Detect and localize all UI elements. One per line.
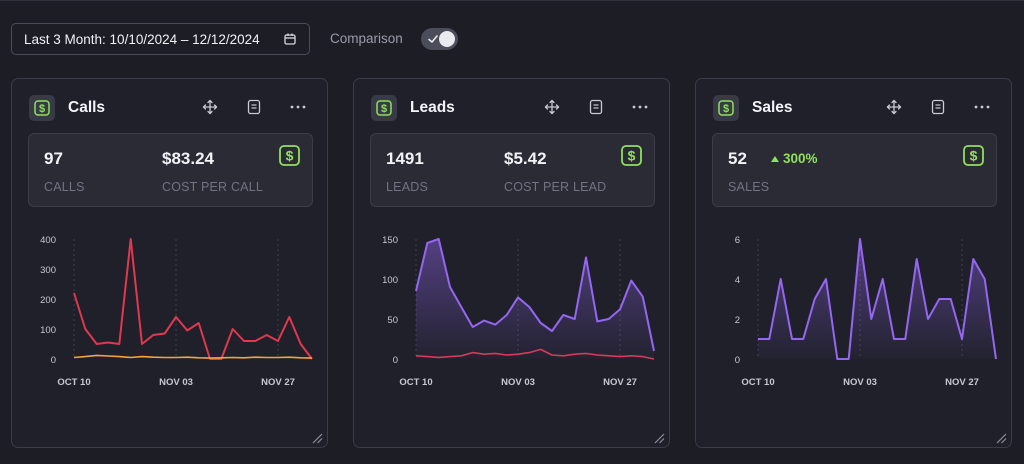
resize-handle-icon[interactable] — [653, 431, 665, 444]
dollar-icon: $ — [29, 95, 55, 121]
notes-icon[interactable] — [586, 97, 606, 117]
notes-icon[interactable] — [244, 97, 264, 117]
x-tick-label: NOV 27 — [261, 377, 295, 388]
y-tick-label: 100 — [382, 275, 398, 286]
y-tick-label: 150 — [382, 235, 398, 246]
sales-value: 52 — [728, 149, 747, 168]
filter-bar: Last 3 Month: 10/10/2024 – 12/12/2024 Co… — [0, 0, 1024, 70]
move-icon[interactable] — [542, 97, 562, 117]
svg-text:$: $ — [286, 148, 294, 164]
cost-per-lead-label: COST PER LEAD — [504, 180, 607, 194]
comparison-toggle[interactable] — [421, 28, 458, 50]
calls-chart: 0 100 200 300 400 OCT 10 NOV 03 NOV 27 — [12, 227, 329, 397]
x-tick-label: OCT 10 — [57, 377, 90, 388]
y-tick-label: 6 — [735, 235, 740, 246]
svg-text:$: $ — [970, 148, 978, 164]
resize-handle-icon[interactable] — [995, 431, 1007, 444]
card-title: Calls — [68, 99, 106, 116]
chart-svg: 0 2 4 6 OCT 10 NOV 03 NOV 27 — [735, 235, 997, 388]
series-area — [416, 239, 654, 359]
y-tick-label: 300 — [40, 265, 56, 276]
dollar-icon: $ — [713, 95, 739, 121]
dollar-badge-icon: $ — [963, 145, 984, 166]
leads-value: 1491 — [386, 149, 424, 168]
change-badge: 300% — [771, 151, 818, 166]
primary-series-line — [415, 238, 655, 352]
y-tick-label: 4 — [735, 275, 740, 286]
svg-text:$: $ — [381, 103, 387, 115]
y-tick-label: 0 — [393, 355, 398, 366]
sales-label: SALES — [728, 180, 770, 194]
cost-per-call-value: $83.24 — [162, 149, 214, 168]
x-tick-label: NOV 03 — [843, 377, 877, 388]
stats-panel: 1491 LEADS $5.42 COST PER LEAD $ — [370, 133, 655, 207]
card-header: $ Leads — [354, 93, 669, 121]
dollar-badge-icon: $ — [279, 145, 300, 166]
change-value: 300% — [783, 151, 818, 166]
x-tick-label: OCT 10 — [741, 377, 774, 388]
dollar-icon: $ — [371, 95, 397, 121]
y-tick-label: 50 — [387, 315, 398, 326]
card-title: Leads — [410, 99, 455, 116]
y-tick-label: 0 — [735, 355, 740, 366]
y-tick-label: 100 — [40, 325, 56, 336]
primary-series-line — [73, 238, 313, 360]
svg-text:$: $ — [628, 148, 636, 164]
more-options-icon[interactable] — [288, 97, 308, 117]
x-tick-label: NOV 03 — [159, 377, 193, 388]
x-tick-label: NOV 27 — [603, 377, 637, 388]
calls-value: 97 — [44, 149, 63, 168]
y-tick-label: 400 — [40, 235, 56, 246]
sales-chart: 0 2 4 6 OCT 10 NOV 03 NOV 27 — [696, 227, 1013, 397]
svg-text:$: $ — [723, 103, 729, 115]
svg-text:$: $ — [39, 103, 45, 115]
y-tick-label: 0 — [51, 355, 56, 366]
comparison-series-line — [415, 348, 655, 360]
x-tick-label: NOV 03 — [501, 377, 535, 388]
card-header: $ Calls — [12, 93, 327, 121]
sales-card: $ Sales 52 300% SALES $ 0 2 4 6 OCT 10 NOV 03… — [695, 78, 1012, 448]
chart-svg: 0 50 100 150 OCT 10 NOV 03 NOV 27 — [382, 235, 655, 388]
x-tick-label: OCT 10 — [399, 377, 432, 388]
calls-label: CALLS — [44, 180, 85, 194]
resize-handle-icon[interactable] — [311, 431, 323, 444]
card-title: Sales — [752, 99, 793, 116]
x-tick-label: NOV 27 — [945, 377, 979, 388]
more-options-icon[interactable] — [630, 97, 650, 117]
more-options-icon[interactable] — [972, 97, 992, 117]
date-range-picker[interactable]: Last 3 Month: 10/10/2024 – 12/12/2024 — [11, 23, 310, 55]
calls-card: $ Calls 97 CALLS $83.24 COST PER CALL $ … — [11, 78, 328, 448]
leads-card: $ Leads 1491 LEADS $5.42 COST PER LEAD $… — [353, 78, 670, 448]
notes-icon[interactable] — [928, 97, 948, 117]
leads-chart: 0 50 100 150 OCT 10 NOV 03 NOV 27 — [354, 227, 671, 397]
stats-panel: 97 CALLS $83.24 COST PER CALL $ — [28, 133, 313, 207]
dollar-badge-icon: $ — [621, 145, 642, 166]
primary-series-line — [758, 238, 997, 360]
move-icon[interactable] — [200, 97, 220, 117]
comparison-label: Comparison — [330, 31, 403, 46]
stats-panel: 52 300% SALES $ — [712, 133, 997, 207]
y-tick-label: 200 — [40, 295, 56, 306]
card-header: $ Sales — [696, 93, 1011, 121]
chart-svg: 0 100 200 300 400 OCT 10 NOV 03 NOV 27 — [40, 235, 313, 388]
y-tick-label: 2 — [735, 315, 740, 326]
calendar-icon — [283, 32, 297, 46]
check-icon — [428, 35, 438, 43]
cost-per-call-label: COST PER CALL — [162, 180, 264, 194]
move-icon[interactable] — [884, 97, 904, 117]
date-range-text: Last 3 Month: 10/10/2024 – 12/12/2024 — [24, 31, 260, 47]
toggle-knob — [439, 31, 455, 47]
leads-label: LEADS — [386, 180, 428, 194]
triangle-up-icon — [771, 155, 779, 162]
cost-per-lead-value: $5.42 — [504, 149, 547, 168]
comparison-series-line — [73, 354, 313, 359]
